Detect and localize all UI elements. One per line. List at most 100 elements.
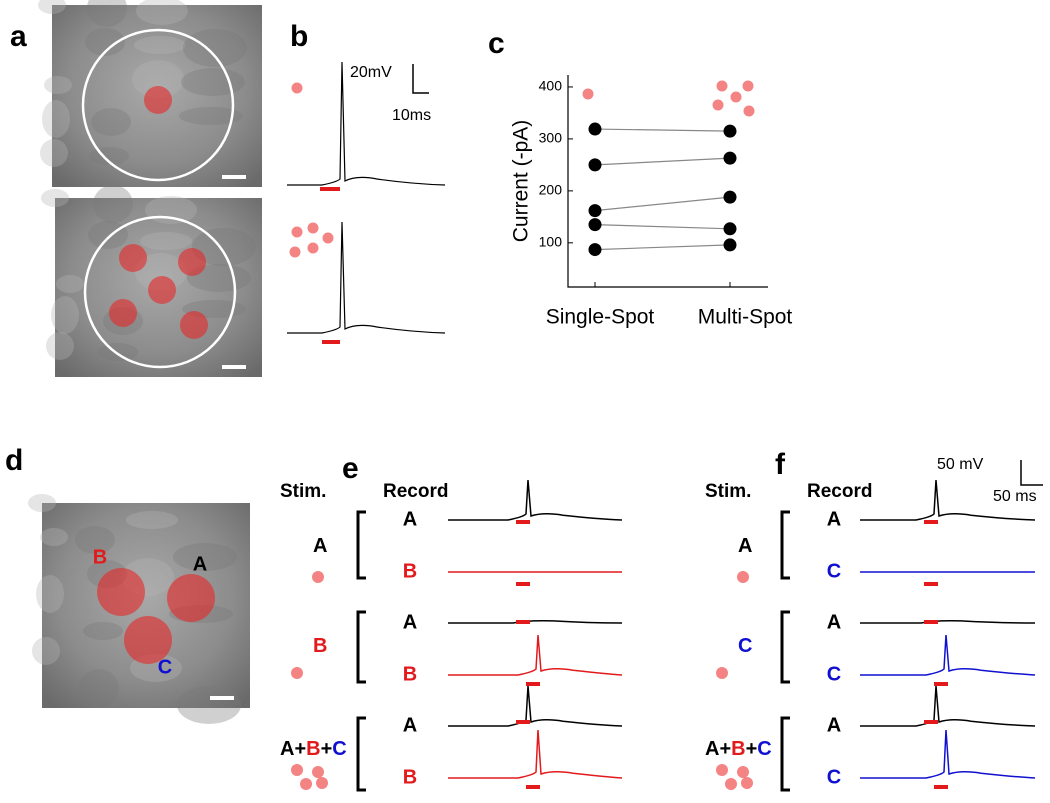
spot-icon (741, 777, 753, 789)
record-label: B (403, 560, 417, 582)
x-tick-label: Multi-Spot (698, 306, 793, 329)
panel-label: a (10, 20, 27, 53)
spot-icon (291, 226, 303, 238)
stim-spot (167, 574, 215, 622)
texture (36, 575, 64, 613)
stim-bar (924, 520, 938, 524)
data-point (723, 151, 737, 165)
y-tick-label: 300 (539, 130, 563, 146)
pair-line (594, 196, 731, 212)
texture (51, 296, 79, 334)
record-label: A (403, 714, 417, 736)
texture (173, 543, 237, 571)
stim-bar (526, 785, 540, 789)
panel-label: e (342, 452, 359, 485)
micrograph (42, 503, 250, 708)
stim-bar (924, 582, 938, 586)
voltage-trace (860, 619, 1036, 624)
texture (40, 139, 68, 167)
data-point (588, 158, 602, 172)
bracket (780, 716, 790, 792)
spot-label: C (158, 656, 172, 678)
record-label: A (827, 714, 841, 736)
record-label: C (827, 663, 841, 685)
spot-label: A (193, 553, 207, 575)
texture (93, 185, 133, 223)
spot-icon (743, 105, 755, 117)
spot-icon (291, 667, 303, 679)
texture (145, 196, 197, 224)
stim-part: + (746, 738, 758, 760)
texture (75, 526, 115, 554)
spot-icon (737, 571, 749, 583)
texture (44, 76, 72, 94)
stim-bar (516, 520, 530, 524)
stim-spot (119, 244, 147, 272)
stim-label: A+B+C (705, 738, 772, 760)
panel-label: b (290, 20, 308, 53)
stim-bar (516, 720, 530, 724)
spot-icon (312, 571, 324, 583)
scale-bar (412, 64, 429, 94)
stim-bar (924, 720, 938, 724)
panel-label: c (488, 27, 505, 60)
stim-part: + (294, 738, 306, 760)
pair-line (594, 157, 731, 166)
texture (83, 622, 123, 640)
field-circle (81, 28, 235, 182)
texture (192, 228, 256, 266)
spot-icon (712, 99, 724, 111)
texture (42, 100, 70, 138)
texture (56, 275, 84, 293)
voltage-trace (448, 479, 623, 521)
spot-icon (291, 764, 303, 776)
texture (183, 29, 247, 67)
stim-spot (178, 248, 206, 276)
scale-label: 50 mV (937, 456, 984, 473)
texture (126, 511, 178, 529)
texture (135, 253, 187, 291)
stim-label: A (313, 535, 327, 557)
texture (88, 221, 128, 249)
scale-label: 20mV (350, 64, 392, 81)
data-point (588, 243, 602, 257)
header: Record (383, 481, 448, 502)
scale-label: 10ms (392, 107, 431, 124)
spot-icon (307, 242, 319, 254)
stim-label: A (738, 535, 752, 557)
stim-spot (148, 276, 176, 304)
stim-part: B (731, 738, 745, 760)
stim-bar (934, 682, 948, 686)
texture (40, 528, 68, 546)
spot-icon (291, 82, 303, 94)
stim-part: A (705, 738, 719, 760)
record-label: B (403, 766, 417, 788)
spot-icon (716, 80, 728, 92)
stim-bar (924, 620, 938, 624)
spot-icon (322, 232, 334, 244)
panel-label: d (5, 444, 23, 477)
texture (85, 28, 125, 56)
data-point (723, 238, 737, 252)
spot-icon (307, 222, 319, 234)
axis (567, 75, 768, 288)
spot-icon (312, 766, 324, 778)
record-label: C (827, 560, 841, 582)
record-label: A (403, 508, 417, 530)
record-label: A (827, 508, 841, 530)
voltage-trace (448, 685, 623, 727)
y-tick-label: 100 (539, 234, 563, 250)
stim-bar (934, 785, 948, 789)
bracket (356, 510, 366, 580)
spot-icon (582, 88, 594, 100)
texture (179, 107, 243, 125)
voltage-trace (860, 479, 1036, 521)
stim-spot (109, 299, 137, 327)
stim-bar (516, 582, 530, 586)
bracket (780, 610, 790, 684)
scale-label: 50 ms (993, 488, 1037, 505)
spot-label: B (93, 546, 107, 568)
stim-bar (322, 340, 340, 344)
voltage-trace (448, 619, 623, 624)
stim-part: C (738, 635, 752, 657)
